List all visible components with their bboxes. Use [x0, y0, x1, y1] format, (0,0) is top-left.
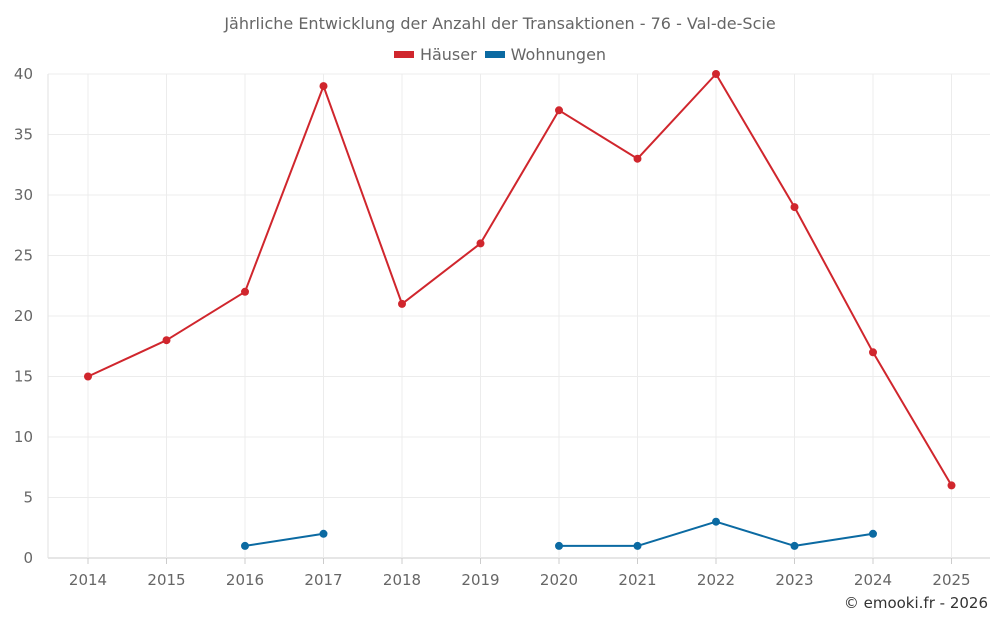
data-point-wohnungen: [712, 517, 720, 526]
data-point-wohnungen: [790, 541, 799, 550]
legend-swatch-wohnungen: [484, 51, 505, 58]
credit-text: © emooki.fr - 2026: [843, 594, 988, 612]
series-line-haeuser: [87, 73, 953, 486]
x-tick-label: 2022: [697, 571, 735, 589]
data-point-haeuser: [869, 348, 877, 357]
data-point-haeuser: [319, 82, 328, 91]
data-point-haeuser: [712, 70, 720, 78]
x-tick-label: 2018: [383, 571, 421, 589]
y-tick-label: 15: [14, 368, 33, 386]
x-tick-label: 2021: [618, 571, 656, 589]
data-point-haeuser: [398, 299, 406, 308]
data-point-haeuser: [476, 239, 485, 248]
y-tick-label: 35: [14, 126, 33, 144]
data-point-wohnungen: [241, 541, 249, 550]
data-point-wohnungen: [319, 529, 328, 538]
legend-item-haeuser[interactable]: Häuser: [393, 45, 477, 64]
data-point-haeuser: [555, 106, 563, 115]
data-point-wohnungen: [555, 541, 563, 550]
data-point-haeuser: [84, 372, 92, 381]
x-tick-label: 2015: [147, 571, 185, 589]
x-tick-label: 2025: [932, 571, 970, 589]
x-tick-label: 2017: [304, 571, 342, 589]
data-point-haeuser: [633, 154, 642, 163]
x-tick-label: 2023: [775, 571, 813, 589]
y-tick-label: 30: [14, 186, 33, 204]
x-tick-label: 2020: [540, 571, 578, 589]
data-point-wohnungen: [633, 541, 642, 550]
data-point-haeuser: [162, 336, 171, 345]
data-point-haeuser: [947, 481, 956, 490]
x-tick-label: 2019: [461, 571, 499, 589]
chart-title: Jährliche Entwicklung der Anzahl der Tra…: [224, 14, 776, 33]
legend-label-haeuser: Häuser: [419, 45, 477, 64]
y-tick-label: 0: [23, 549, 33, 567]
x-tick-label: 2016: [226, 571, 264, 589]
x-tick-label: 2024: [854, 571, 892, 589]
y-tick-label: 25: [14, 247, 33, 265]
data-point-haeuser: [790, 203, 799, 212]
y-tick-label: 40: [14, 65, 33, 83]
chart-legend: Häuser Wohnungen: [0, 45, 1000, 64]
x-tick-label: 2014: [69, 571, 107, 589]
legend-item-wohnungen[interactable]: Wohnungen: [484, 45, 607, 64]
series-line-wohnungen: [244, 532, 324, 547]
data-point-haeuser: [241, 287, 249, 296]
y-tick-label: 5: [23, 489, 33, 507]
legend-label-wohnungen: Wohnungen: [510, 45, 607, 64]
legend-swatch-haeuser: [393, 51, 414, 58]
y-tick-label: 10: [14, 428, 33, 446]
data-point-wohnungen: [869, 529, 877, 538]
y-tick-label: 20: [14, 307, 33, 325]
